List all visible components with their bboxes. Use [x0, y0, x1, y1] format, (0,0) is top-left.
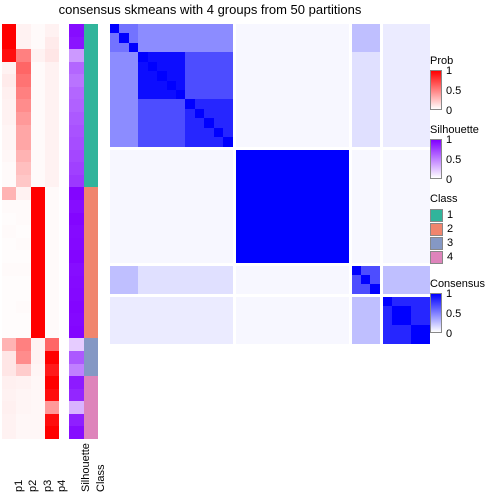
- swatch-icon: [430, 209, 443, 222]
- col-label-p1: p1: [13, 480, 25, 492]
- legend-label: 3: [447, 237, 453, 249]
- annot-col-silhouette: [69, 24, 83, 439]
- swatch-icon: [430, 251, 443, 264]
- swatch-icon: [430, 223, 443, 236]
- legend-silhouette: Silhouette10.50: [430, 124, 500, 179]
- page-title: consensus skmeans with 4 groups from 50 …: [0, 2, 420, 17]
- legend-prob: Prob10.50: [430, 55, 500, 110]
- consensus-heatmap: [110, 24, 430, 344]
- annotation-tracks: [2, 24, 98, 439]
- legend-item: 2: [430, 222, 500, 236]
- legend-tick: 0.5: [446, 154, 461, 166]
- legend-class: Class 1 2 3 4: [430, 193, 500, 264]
- legend-bar: [430, 293, 442, 333]
- legend-item: 4: [430, 250, 500, 264]
- legend-tick: 0: [446, 174, 452, 186]
- col-label-silhouette: Silhouette: [80, 443, 92, 492]
- legend-tick: 0: [446, 105, 452, 117]
- legend-item: 1: [430, 208, 500, 222]
- legends: Prob10.50Silhouette10.50Class1234Consens…: [430, 55, 500, 347]
- legend-label: 1: [447, 209, 453, 221]
- col-label-p3: p3: [42, 480, 54, 492]
- col-label-p2: p2: [27, 480, 39, 492]
- annot-col-p1: [2, 24, 16, 439]
- col-label-class: Class: [95, 464, 107, 492]
- swatch-icon: [430, 237, 443, 250]
- legend-bar: [430, 70, 442, 110]
- annot-col-p3: [31, 24, 45, 439]
- annot-col-p4: [45, 24, 59, 439]
- legend-consensus: Consensus10.50: [430, 278, 500, 333]
- legend-title: Class: [430, 193, 500, 205]
- legend-tick: 1: [446, 134, 452, 146]
- legend-tick: 1: [446, 65, 452, 77]
- legend-label: 4: [447, 251, 453, 263]
- legend-bar: [430, 139, 442, 179]
- legend-title: Silhouette: [430, 124, 500, 136]
- legend-item: 3: [430, 236, 500, 250]
- col-label-p4: p4: [56, 480, 68, 492]
- annot-col-class: [84, 24, 98, 439]
- legend-tick: 0: [446, 328, 452, 340]
- legend-label: 2: [447, 223, 453, 235]
- legend-tick: 0.5: [446, 85, 461, 97]
- legend-tick: 0.5: [446, 308, 461, 320]
- annot-col-p2: [16, 24, 30, 439]
- legend-title: Prob: [430, 55, 500, 67]
- legend-tick: 1: [446, 288, 452, 300]
- legend-title: Consensus: [430, 278, 500, 290]
